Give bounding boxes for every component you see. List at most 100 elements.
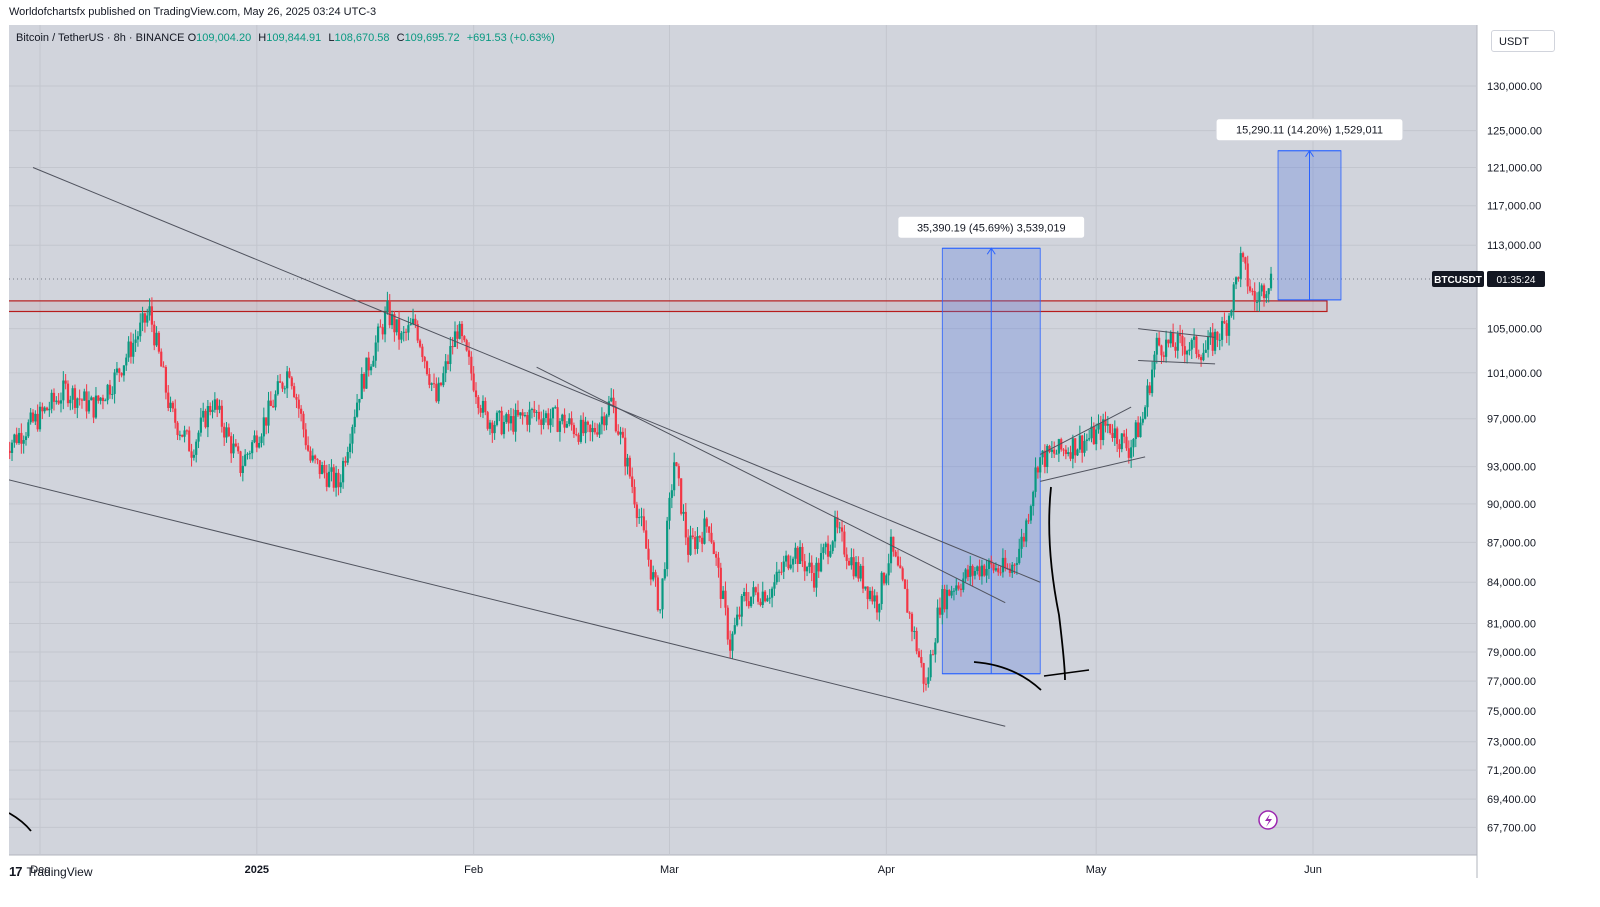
high-value: 109,844.91 xyxy=(266,32,322,44)
candle-body xyxy=(1048,445,1051,452)
candle-body xyxy=(752,587,755,597)
candle-body xyxy=(882,572,886,584)
candle-body xyxy=(684,511,687,538)
chart-frame[interactable]: 130,000.00 125,000.00 121,000.00 117,000.00… xyxy=(9,25,1591,878)
tradingview-wordmark: TradingView xyxy=(26,864,93,879)
candle-body xyxy=(962,578,965,590)
candle-body xyxy=(1125,436,1128,449)
candle-body xyxy=(358,399,361,403)
candle-body xyxy=(83,391,86,401)
candle-body xyxy=(1111,433,1114,438)
candle-body xyxy=(507,414,510,424)
candle-body xyxy=(763,591,767,602)
candle-body xyxy=(1116,428,1119,444)
candle-body xyxy=(1244,257,1247,264)
candle-body xyxy=(379,326,382,328)
candle-body xyxy=(780,571,783,573)
price-axis-area xyxy=(1477,25,1591,878)
candle-body xyxy=(908,612,911,614)
candle-body xyxy=(153,324,156,346)
candle-body xyxy=(286,371,289,389)
candle-body xyxy=(437,382,440,402)
candle-body xyxy=(76,398,79,408)
candle-body xyxy=(1102,419,1105,441)
candle-body xyxy=(689,535,692,555)
candle-body xyxy=(1034,467,1037,492)
candle-body xyxy=(952,590,956,592)
candle-body xyxy=(251,442,254,454)
candle-body xyxy=(591,427,594,433)
projection-label: 35,390.19 (45.69%) 3,539,019 xyxy=(917,222,1066,234)
tradingview-logo[interactable]: 17 TradingView xyxy=(9,864,93,879)
candle-body xyxy=(761,591,764,606)
candle-body xyxy=(677,466,680,479)
price-tick-label: 84,000.00 xyxy=(1487,577,1536,589)
candle-body xyxy=(980,565,984,577)
candle-body xyxy=(652,572,655,580)
candle-body xyxy=(311,455,314,461)
candle-body xyxy=(344,460,347,463)
candle-body xyxy=(724,590,727,608)
candle-body xyxy=(418,340,422,347)
currency-button[interactable]: USDT xyxy=(1491,30,1555,52)
candle-body xyxy=(582,419,585,434)
symbol-name[interactable]: Bitcoin / TetherUS · 8h · BINANCE xyxy=(16,32,185,44)
candle-body xyxy=(729,639,732,651)
candle-body xyxy=(73,388,77,408)
high-label: H xyxy=(258,32,267,44)
candle-body xyxy=(495,412,499,425)
projection-label: 15,290.11 (14.20%) 1,529,011 xyxy=(1236,125,1383,137)
candle-body xyxy=(1050,449,1053,452)
candle-body xyxy=(1118,443,1121,450)
candle-body xyxy=(992,564,995,571)
candle-body xyxy=(701,537,704,544)
candle-body xyxy=(409,324,412,326)
candle-body xyxy=(335,472,338,488)
candle-body xyxy=(757,592,760,602)
candle-body xyxy=(985,568,988,576)
price-tick-label: 75,000.00 xyxy=(1487,706,1536,718)
price-chart[interactable]: 130,000.00 125,000.00 121,000.00 117,000.00… xyxy=(9,25,1591,878)
candle-body xyxy=(843,531,846,555)
candle-body xyxy=(400,333,403,340)
candle-body xyxy=(831,541,834,552)
candle-body xyxy=(938,607,942,615)
candle-body xyxy=(577,434,580,442)
candle-body xyxy=(304,429,307,446)
candle-body xyxy=(388,300,391,326)
candle-body xyxy=(948,589,951,596)
candle-body xyxy=(950,591,953,596)
candle-body xyxy=(453,331,457,348)
candle-body xyxy=(348,443,352,453)
candle-body xyxy=(913,630,916,632)
candle-body xyxy=(223,426,226,438)
candle-body xyxy=(293,386,296,398)
candle-body xyxy=(351,426,354,444)
candle-body xyxy=(374,342,377,361)
candle-body xyxy=(1269,273,1273,289)
candle-body xyxy=(372,360,375,367)
candle-body xyxy=(635,504,638,519)
candle-body xyxy=(1167,339,1170,344)
candle-body xyxy=(43,407,46,412)
candle-body xyxy=(1195,336,1198,355)
price-tick-label: 117,000.00 xyxy=(1487,201,1541,213)
candle-body xyxy=(164,367,168,393)
candle-body xyxy=(1029,506,1032,521)
time-tick-label: Dec xyxy=(30,864,50,876)
candle-body xyxy=(1064,449,1067,455)
candle-body xyxy=(318,460,321,475)
candle-body xyxy=(274,394,277,408)
candle-body xyxy=(1099,423,1102,441)
close-value: 109,695.72 xyxy=(404,32,460,44)
candle-body xyxy=(246,453,249,455)
candle-body xyxy=(1253,291,1256,302)
candle-body xyxy=(176,422,179,436)
candle-body xyxy=(1067,452,1070,455)
candle-body xyxy=(528,409,531,425)
candle-body xyxy=(260,436,263,443)
candle-body xyxy=(1074,438,1077,456)
candle-body xyxy=(1183,346,1186,355)
trendline xyxy=(32,167,1041,583)
candle-body xyxy=(878,604,881,613)
